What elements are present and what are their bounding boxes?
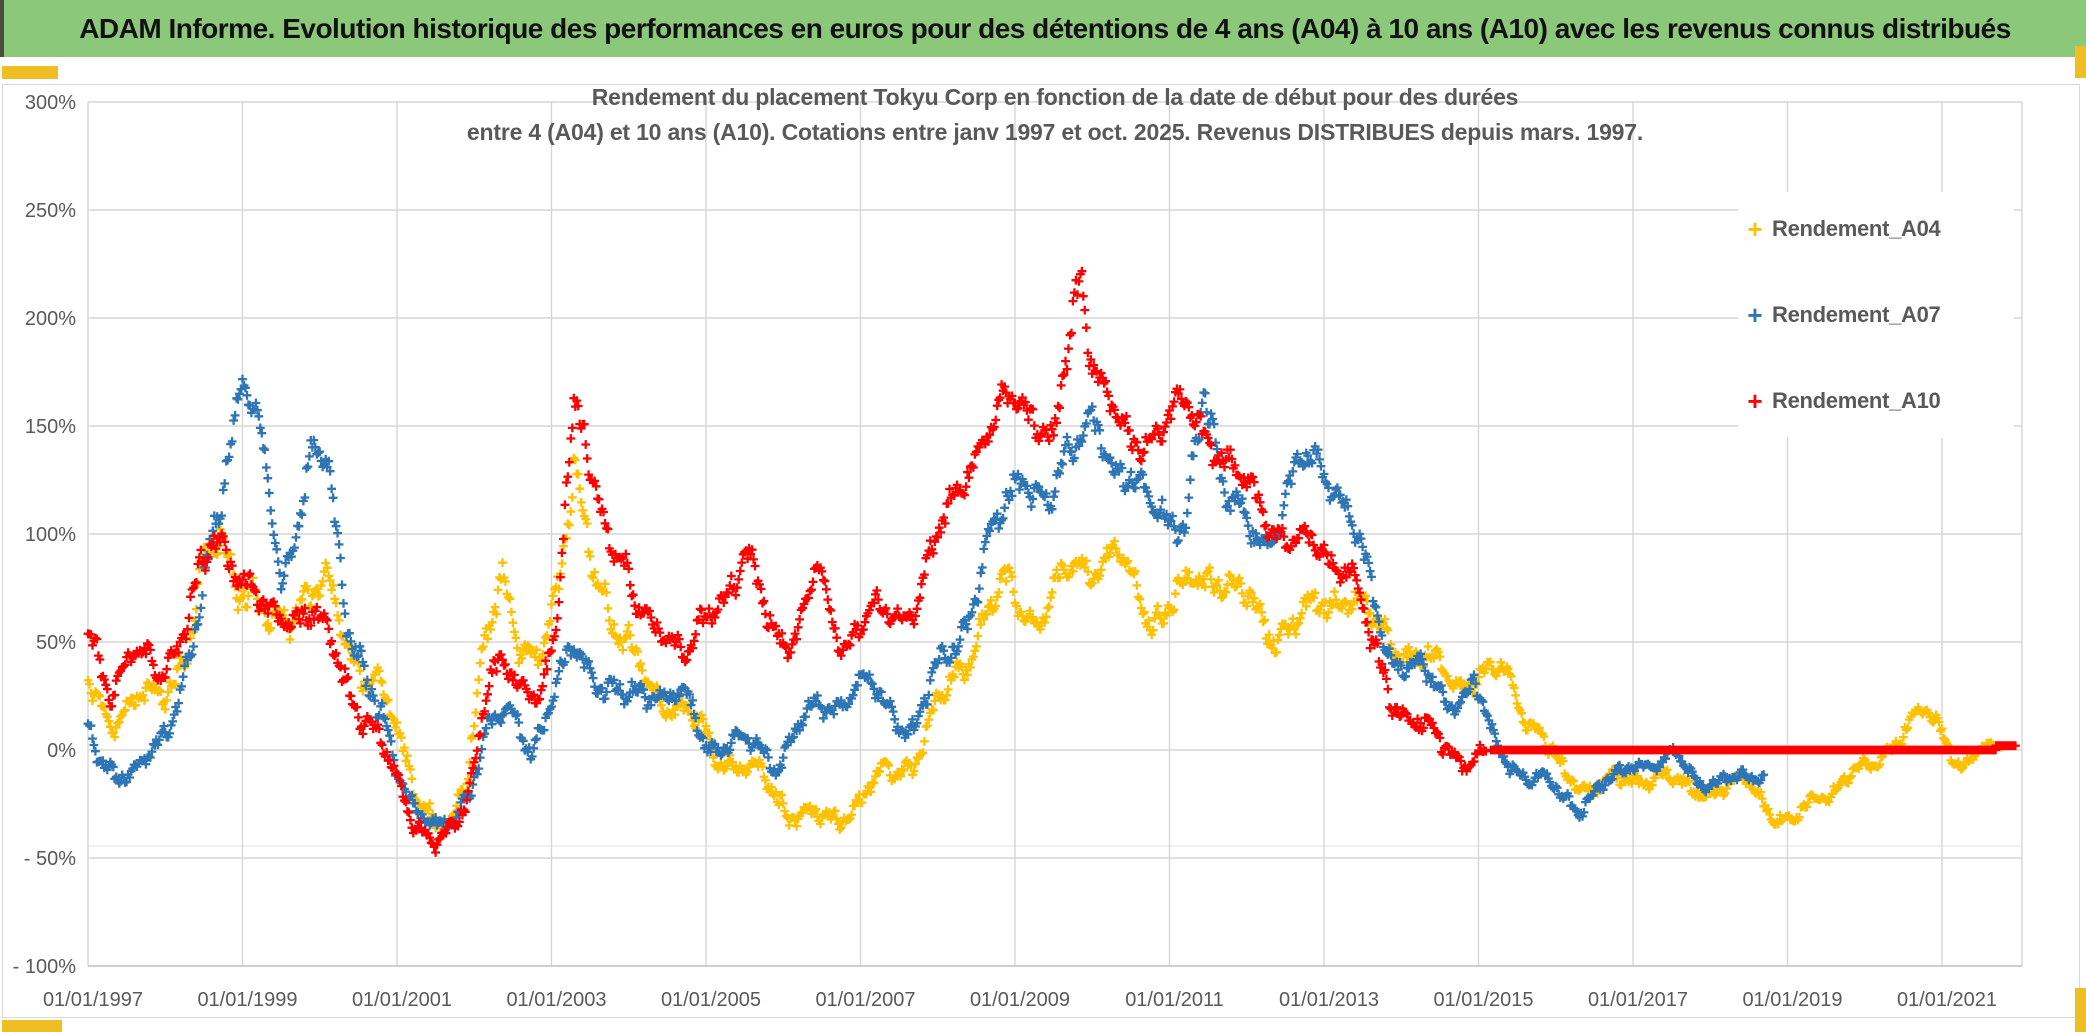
svg-text:01/01/1999: 01/01/1999 bbox=[197, 989, 297, 1011]
chart-panel-border bbox=[2, 84, 2080, 1018]
svg-text:01/01/1997: 01/01/1997 bbox=[43, 989, 143, 1011]
legend-label: Rendement_A07 bbox=[1772, 302, 1941, 327]
gridlines bbox=[87, 101, 2023, 966]
svg-text:250%: 250% bbox=[25, 200, 76, 222]
corner-accent-top-left bbox=[2, 66, 58, 79]
plus-marker-icon: + bbox=[1747, 300, 1763, 330]
corner-accent-bottom-left bbox=[2, 1020, 62, 1032]
series-rendement_a07 bbox=[83, 374, 1769, 832]
legend-label: Rendement_A04 bbox=[1772, 216, 1941, 241]
corner-accent-top-right bbox=[2075, 46, 2086, 78]
legend-item-rendement-a04[interactable]: + Rendement_A04 bbox=[1738, 200, 2014, 258]
svg-text:01/01/2009: 01/01/2009 bbox=[970, 989, 1070, 1011]
plus-marker-icon: + bbox=[1747, 214, 1763, 244]
legend-item-rendement-a07[interactable]: + Rendement_A07 bbox=[1738, 286, 2014, 344]
svg-text:01/01/2007: 01/01/2007 bbox=[815, 989, 915, 1011]
svg-text:0%: 0% bbox=[47, 740, 76, 762]
svg-text:100%: 100% bbox=[25, 524, 76, 546]
header-bar: ADAM Informe. Evolution historique des p… bbox=[0, 0, 2086, 57]
chart-title-line-2: entre 4 (A04) et 10 ans (A10). Cotations… bbox=[466, 119, 1644, 145]
svg-text:01/01/2011: 01/01/2011 bbox=[1125, 989, 1224, 1011]
x-axis-labels: 01/01/1997 01/01/1999 01/01/2001 01/01/2003… bbox=[43, 989, 1997, 1011]
svg-text:01/01/2005: 01/01/2005 bbox=[661, 989, 761, 1011]
series-rendement_a10 bbox=[83, 266, 2020, 857]
legend: + Rendement_A04 + Rendement_A07 + Rendem… bbox=[1738, 192, 2014, 438]
svg-text:150%: 150% bbox=[25, 416, 76, 438]
svg-text:300%: 300% bbox=[25, 92, 76, 114]
svg-text:- 100%: - 100% bbox=[13, 956, 77, 978]
svg-text:01/01/2003: 01/01/2003 bbox=[506, 989, 606, 1011]
plus-marker-icon: + bbox=[1747, 386, 1763, 416]
svg-text:01/01/2013: 01/01/2013 bbox=[1279, 989, 1379, 1011]
svg-text:01/01/2021: 01/01/2021 bbox=[1897, 989, 1997, 1011]
svg-text:01/01/2019: 01/01/2019 bbox=[1742, 989, 1842, 1011]
legend-item-rendement-a10[interactable]: + Rendement_A10 bbox=[1738, 372, 2014, 430]
chart-title: Rendement du placement Tokyu Corp en fon… bbox=[88, 80, 2022, 150]
svg-text:200%: 200% bbox=[25, 308, 76, 330]
chart-title-line-1: Rendement du placement Tokyu Corp en fon… bbox=[591, 84, 1519, 110]
y-axis-labels: 300% 250% 200% 150% 100% 50% 0% - 50% - 100% bbox=[13, 92, 77, 978]
svg-text:01/01/2015: 01/01/2015 bbox=[1433, 989, 1533, 1011]
header-title: ADAM Informe. Evolution historique des p… bbox=[79, 12, 2011, 44]
corner-accent-bottom-right bbox=[2075, 988, 2086, 1032]
series-rendement_a04 bbox=[83, 453, 2008, 835]
svg-text:- 50%: - 50% bbox=[24, 848, 76, 870]
svg-text:01/01/2017: 01/01/2017 bbox=[1588, 989, 1688, 1011]
svg-text:50%: 50% bbox=[36, 632, 76, 654]
legend-label: Rendement_A10 bbox=[1772, 388, 1941, 413]
svg-text:01/01/2001: 01/01/2001 bbox=[352, 989, 452, 1011]
